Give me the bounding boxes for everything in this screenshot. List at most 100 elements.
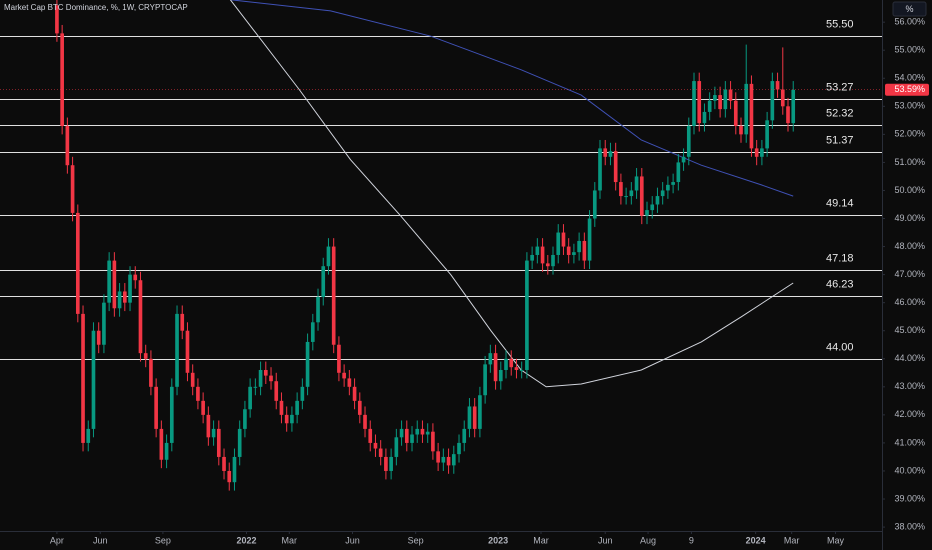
- candle-body: [598, 148, 602, 191]
- axis-unit[interactable]: %: [905, 4, 913, 14]
- candle-body: [138, 280, 143, 354]
- candle-body: [478, 395, 482, 429]
- candle-body: [70, 165, 75, 213]
- candle-body: [75, 212, 80, 314]
- candle-body: [493, 353, 498, 382]
- x-tick-label: 2024: [746, 535, 766, 545]
- candle-body: [180, 313, 185, 331]
- x-tick-label: 9: [689, 535, 694, 545]
- candle-body: [686, 125, 691, 157]
- candle-body: [629, 190, 634, 197]
- level-label: 51.37: [826, 134, 854, 146]
- candle-body: [415, 428, 420, 435]
- candle-body: [389, 456, 393, 471]
- candle-body: [535, 246, 540, 255]
- unit-box[interactable]: [892, 1, 927, 17]
- candle-body: [222, 456, 226, 471]
- candle-body: [133, 274, 138, 281]
- candle-body: [488, 353, 493, 365]
- candle-body: [81, 313, 85, 443]
- candle-body: [718, 95, 722, 110]
- candle-body: [441, 456, 446, 463]
- candle-body: [582, 240, 587, 261]
- x-tick-label: Sep: [408, 535, 424, 545]
- x-tick-label: Jun: [93, 535, 108, 545]
- candle-body: [263, 369, 268, 376]
- candle-body: [577, 240, 581, 253]
- candle-body: [410, 434, 414, 443]
- candle-body: [274, 381, 279, 401]
- candle-body: [117, 291, 122, 309]
- candle-body: [373, 442, 378, 449]
- candle-body: [572, 252, 576, 255]
- candle-body: [164, 442, 169, 460]
- candle-body: [723, 89, 728, 110]
- candle-body: [185, 330, 190, 373]
- candle-body: [608, 151, 613, 157]
- candle-body: [378, 448, 383, 457]
- candle-body: [707, 100, 712, 112]
- level-label: 46.23: [826, 278, 854, 290]
- candle-body: [65, 125, 70, 166]
- candle-body: [744, 83, 749, 135]
- level-label: 47.18: [826, 252, 854, 264]
- candle-body: [154, 386, 158, 429]
- candle-body: [290, 414, 294, 424]
- candle-body: [509, 358, 514, 368]
- candle-body: [592, 190, 597, 219]
- candle-body: [749, 83, 754, 149]
- candle-body: [143, 353, 148, 359]
- y-tick-label: 55.00%: [894, 45, 925, 55]
- candle-body: [728, 89, 733, 101]
- x-tick-label: Apr: [50, 535, 64, 545]
- candle-body: [337, 344, 341, 373]
- candle-body: [284, 414, 289, 424]
- candle-body: [587, 218, 592, 261]
- axes: 38.00% 39.00% 40.00% 41.00% 42.00% 43.00% 44.0…: [50, 17, 925, 546]
- y-tick-label: 44.00%: [894, 353, 925, 363]
- candle-body: [295, 400, 299, 415]
- x-tick-label: 2022: [236, 535, 256, 545]
- candle-body: [352, 386, 357, 401]
- chart-title: Market Cap BTC Dominance, %, 1W, CRYPTOC…: [4, 3, 188, 12]
- candle-body: [96, 330, 101, 345]
- y-tick-label: 43.00%: [894, 381, 925, 391]
- level-label: 52.32: [826, 107, 854, 119]
- candle-body: [310, 322, 315, 342]
- candle-body: [326, 246, 331, 267]
- y-tick-label: 50.00%: [894, 185, 925, 195]
- y-tick-label: 39.00%: [894, 493, 925, 503]
- price-tag: [885, 83, 929, 96]
- candle-body: [671, 182, 675, 185]
- candle-body: [551, 254, 555, 267]
- candle-body: [786, 106, 790, 124]
- candle-body: [540, 246, 545, 264]
- candle-body: [556, 232, 561, 255]
- candle-body: [175, 313, 179, 387]
- candle-body: [639, 176, 644, 216]
- candle-body: [420, 428, 425, 435]
- candle-body: [451, 454, 456, 466]
- candle-body: [702, 111, 707, 124]
- candle-body: [467, 406, 472, 429]
- candle-body: [760, 148, 764, 157]
- candle-body: [368, 428, 373, 443]
- candle-body: [733, 100, 738, 126]
- candle-body: [425, 431, 430, 435]
- candle-body: [436, 451, 440, 463]
- candle-body: [713, 95, 717, 101]
- candle-body: [676, 162, 681, 183]
- candle-body: [399, 428, 404, 438]
- candle-body: [347, 378, 352, 387]
- y-tick-label: 46.00%: [894, 297, 925, 307]
- candle-body: [462, 428, 467, 443]
- candle-body: [504, 358, 508, 370]
- y-tick-label: 47.00%: [894, 269, 925, 279]
- candle-body: [248, 386, 252, 410]
- candle-body: [216, 428, 221, 457]
- candle-body: [169, 386, 174, 443]
- candle-body: [211, 428, 216, 438]
- candle-body: [431, 431, 435, 452]
- candle-body: [545, 263, 550, 267]
- candle-body: [232, 456, 237, 483]
